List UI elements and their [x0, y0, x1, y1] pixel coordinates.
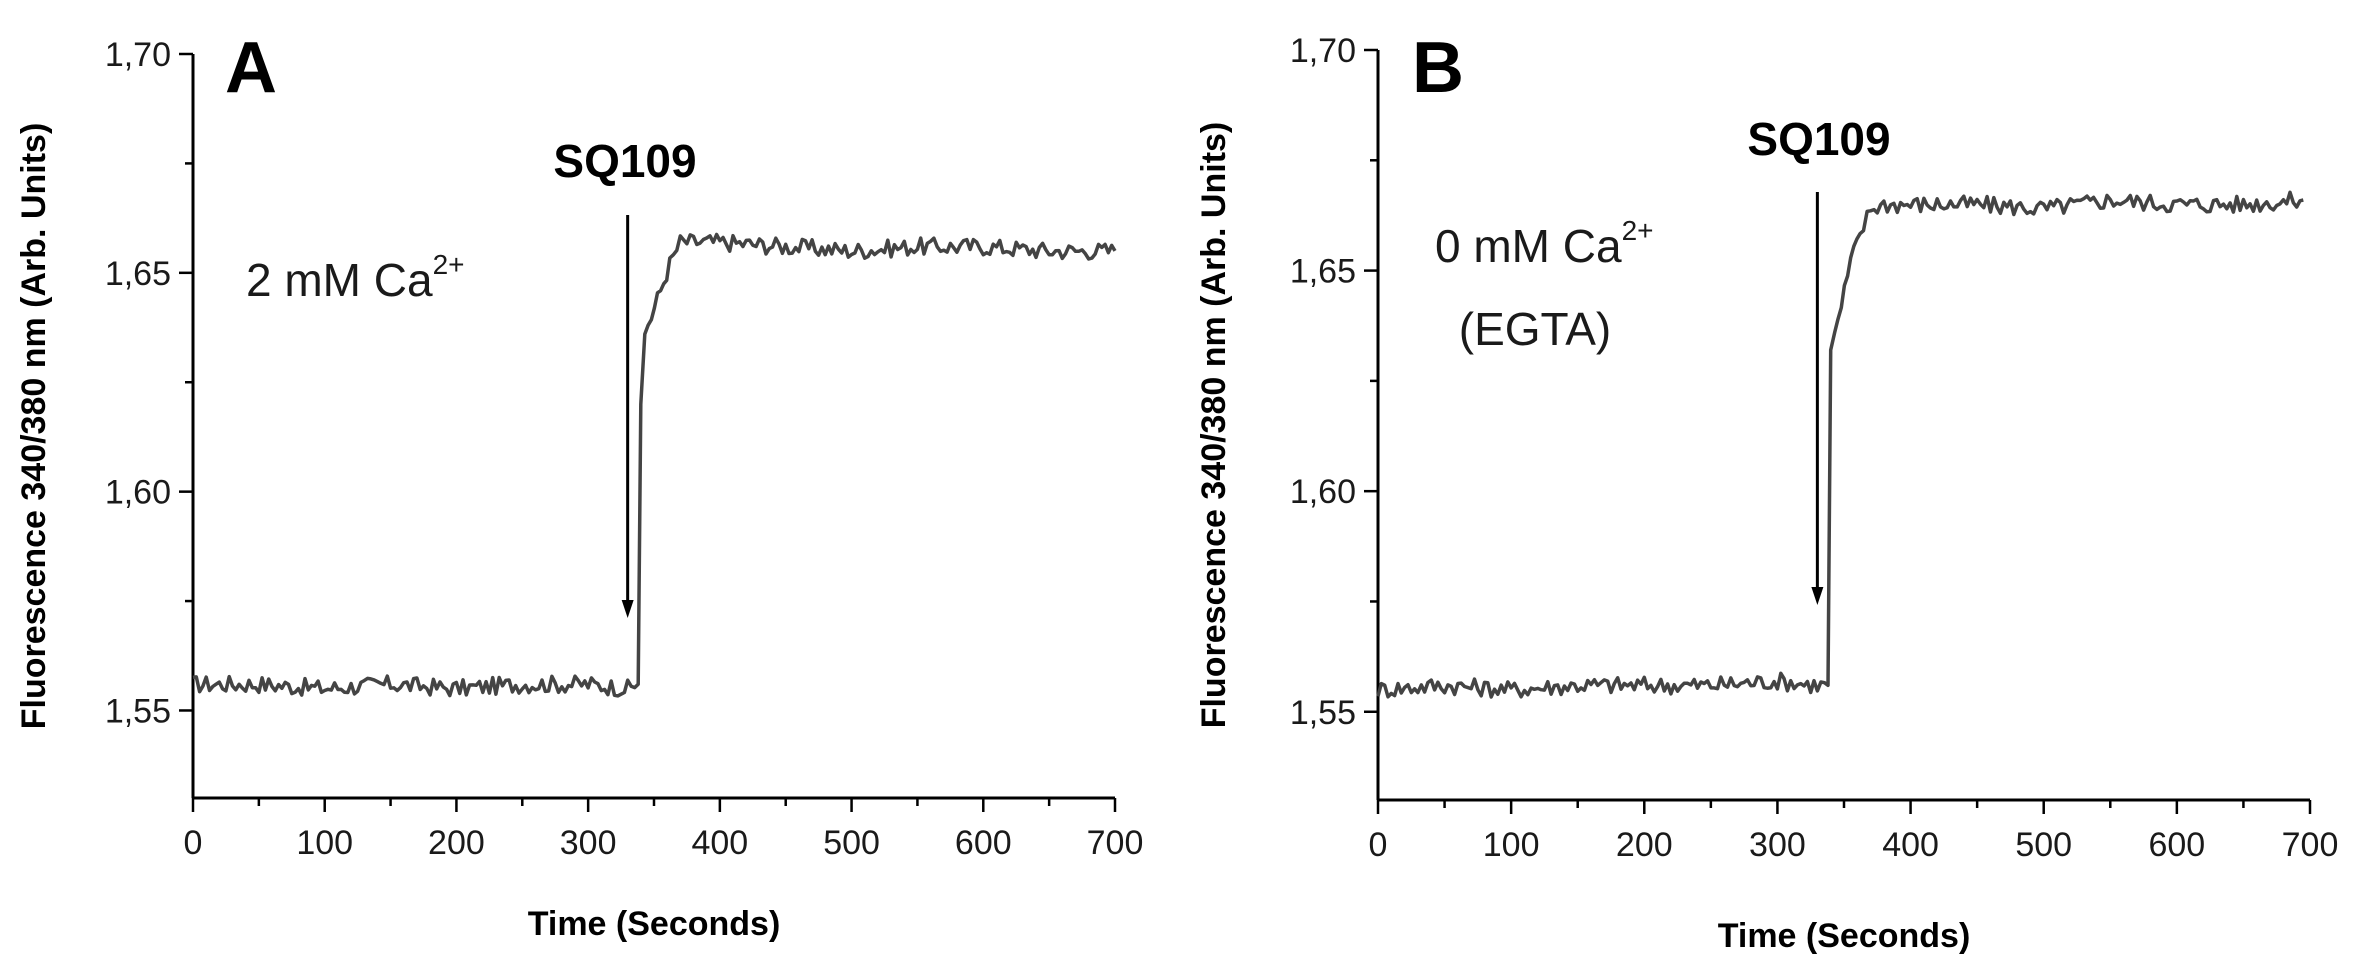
y-tick-label: 1,55: [105, 692, 171, 730]
x-tick-label: 500: [823, 824, 880, 862]
annotation-arrow-label: SQ109: [1747, 113, 1890, 165]
x-tick-label: 200: [428, 824, 485, 862]
annotation-arrow-head: [621, 600, 634, 618]
y-tick-label: 1,70: [1290, 32, 1356, 70]
condition-label-line2: (EGTA): [1459, 303, 1611, 355]
y-axis-title: Fluorescence 340/380 nm (Arb. Units): [15, 123, 53, 730]
y-tick-label: 1,65: [1290, 253, 1356, 291]
y-tick-label: 1,55: [1290, 694, 1356, 732]
y-tick-label: 1,60: [105, 474, 171, 512]
x-tick-label: 100: [296, 824, 353, 862]
x-tick-label: 500: [2015, 826, 2072, 864]
annotation-arrow-label: SQ109: [553, 135, 696, 187]
panel-letter: B: [1412, 28, 1464, 108]
panel-b: 0 100 200 300 400 500 600 700 1,55 1,60 1,65 1,70 Ti…: [1195, 28, 2338, 955]
x-tick-label: 600: [955, 824, 1012, 862]
x-tick-label: 0: [1369, 826, 1388, 864]
x-axis-title: Time (Seconds): [1718, 917, 1971, 955]
condition-label-superscript: 2+: [433, 249, 465, 280]
x-tick-label: 200: [1616, 826, 1673, 864]
y-tick-label: 1,60: [1290, 473, 1356, 511]
x-tick-label: 300: [560, 824, 617, 862]
condition-label: 2 mM Ca2+: [246, 249, 465, 306]
x-axis-title: Time (Seconds): [528, 905, 781, 943]
x-tick-label: 300: [1749, 826, 1806, 864]
series-line: [1376, 190, 2304, 699]
panel-a: 0 100 200 300 400 500 600 700 1,55 1,60 1,65 1,70 Ti…: [15, 28, 1143, 943]
condition-label-text: 2 mM Ca: [246, 254, 433, 306]
x-tick-label: 400: [1882, 826, 1939, 864]
panel-letter: A: [225, 28, 277, 108]
x-tick-label: 700: [1087, 824, 1144, 862]
x-tick-label: 700: [2282, 826, 2339, 864]
y-tick-label: 1,65: [105, 255, 171, 293]
x-tick-label: 0: [184, 824, 203, 862]
x-tick-label: 400: [691, 824, 748, 862]
series-line: [192, 232, 1117, 698]
condition-label: 0 mM Ca2+: [1435, 215, 1654, 272]
annotation-arrow-head: [1811, 587, 1824, 605]
y-axis-title: Fluorescence 340/380 nm (Arb. Units): [1195, 122, 1233, 729]
x-tick-label: 600: [2148, 826, 2205, 864]
condition-label-superscript: 2+: [1622, 215, 1654, 246]
x-tick-label: 100: [1483, 826, 1540, 864]
y-tick-label: 1,70: [105, 36, 171, 74]
condition-label-text: 0 mM Ca: [1435, 220, 1622, 272]
